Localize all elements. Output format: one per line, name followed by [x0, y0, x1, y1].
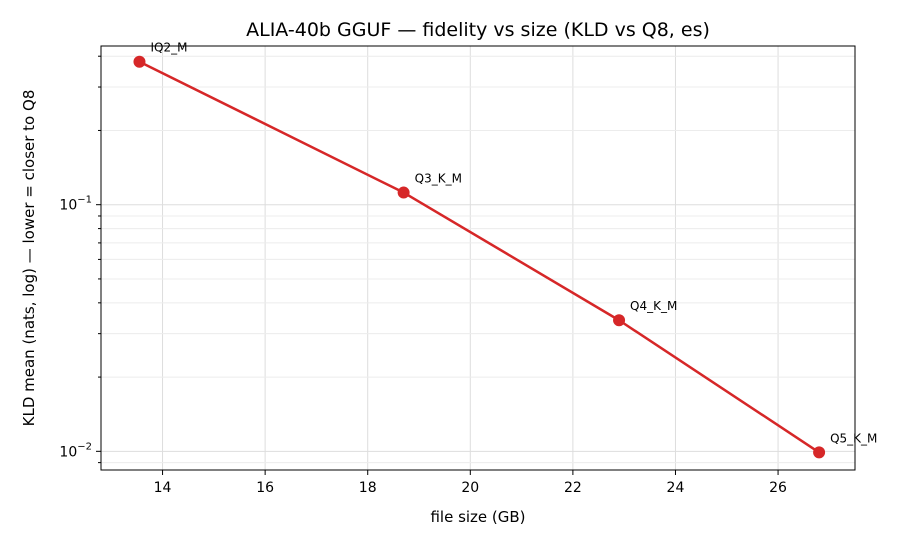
- point-label: Q4_K_M: [630, 299, 677, 313]
- point-annotations: IQ2_M Q3_K_M Q4_K_M Q5_K_M: [150, 41, 877, 446]
- y-tick-label: 10−2: [59, 441, 92, 460]
- x-tick-label: 22: [564, 480, 582, 496]
- plot-frame: [100, 45, 856, 471]
- series-polyline: [138, 60, 820, 454]
- point-label: IQ2_M: [150, 41, 187, 55]
- chart-title: ALIA-40b GGUF — fidelity vs size (KLD vs…: [246, 19, 710, 41]
- series-line: [138, 60, 820, 454]
- y-tick-label: 10−1: [59, 195, 92, 214]
- x-tick-label: 18: [359, 480, 377, 496]
- axis-ticks: 14 16 18 20 22 24 26 10−1 10−2: [59, 55, 787, 496]
- grid: [101, 46, 855, 470]
- data-point: [613, 314, 626, 327]
- point-label: Q5_K_M: [830, 431, 877, 445]
- x-tick-label: 26: [769, 480, 787, 496]
- x-tick-label: 20: [461, 480, 479, 496]
- x-axis-label: file size (GB): [430, 508, 525, 526]
- x-tick-label: 24: [667, 480, 685, 496]
- x-tick-label: 14: [154, 480, 172, 496]
- data-point: [813, 446, 826, 459]
- data-points: [133, 55, 826, 459]
- data-point: [397, 186, 410, 199]
- y-axis-label: KLD mean (nats, log) — lower = closer to…: [20, 90, 38, 427]
- data-point: [133, 55, 146, 68]
- x-tick-label: 16: [256, 480, 274, 496]
- point-label: Q3_K_M: [415, 172, 462, 186]
